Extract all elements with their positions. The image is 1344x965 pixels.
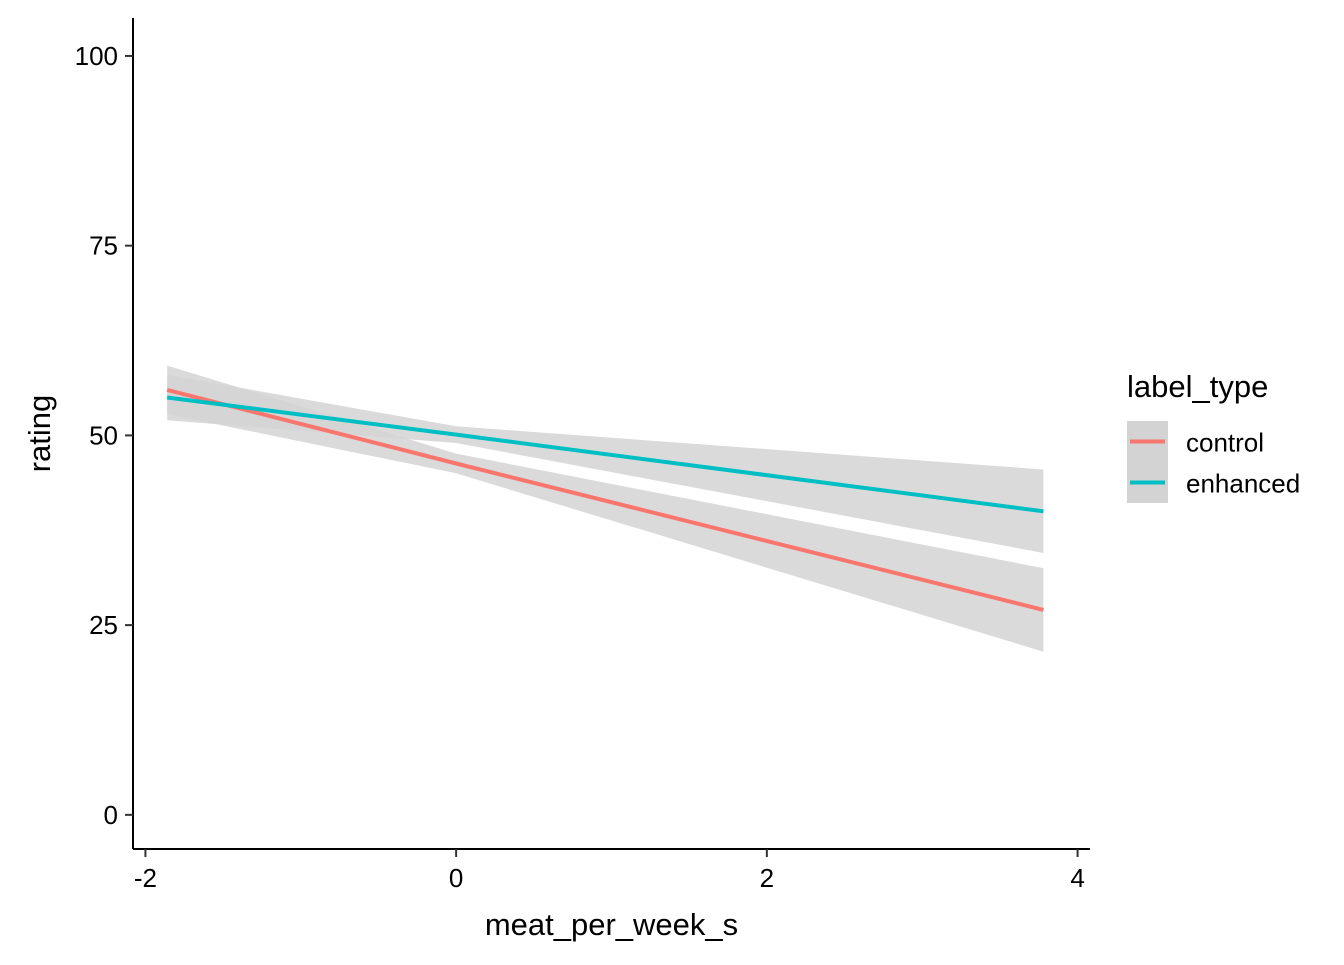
- x-tick-label: 2: [760, 863, 774, 893]
- axes: 0 25 50 75 100 -2 0 2 4: [75, 18, 1090, 893]
- y-tick-label: 100: [75, 41, 118, 71]
- confidence-ribbons: [167, 365, 1044, 652]
- y-tick-label: 25: [89, 610, 118, 640]
- series-line-control: [166, 387, 1044, 612]
- y-axis-title: rating: [22, 395, 57, 473]
- series-line-enhanced: [166, 395, 1044, 514]
- y-tick-label: 0: [104, 800, 118, 830]
- x-tick-label: -2: [134, 863, 157, 893]
- legend-label-enhanced: enhanced: [1186, 469, 1300, 499]
- ci-ribbon-enhanced: [167, 374, 1044, 553]
- y-tick-label: 50: [89, 420, 118, 450]
- regression-lines: [166, 387, 1044, 612]
- legend-title: label_type: [1127, 369, 1268, 404]
- x-axis-title: meat_per_week_s: [485, 907, 738, 942]
- legend: label_type control enhanced: [1127, 369, 1300, 503]
- legend-label-control: control: [1186, 428, 1264, 458]
- x-tick-label: 0: [449, 863, 463, 893]
- x-tick-label: 4: [1070, 863, 1084, 893]
- y-tick-label: 75: [89, 231, 118, 261]
